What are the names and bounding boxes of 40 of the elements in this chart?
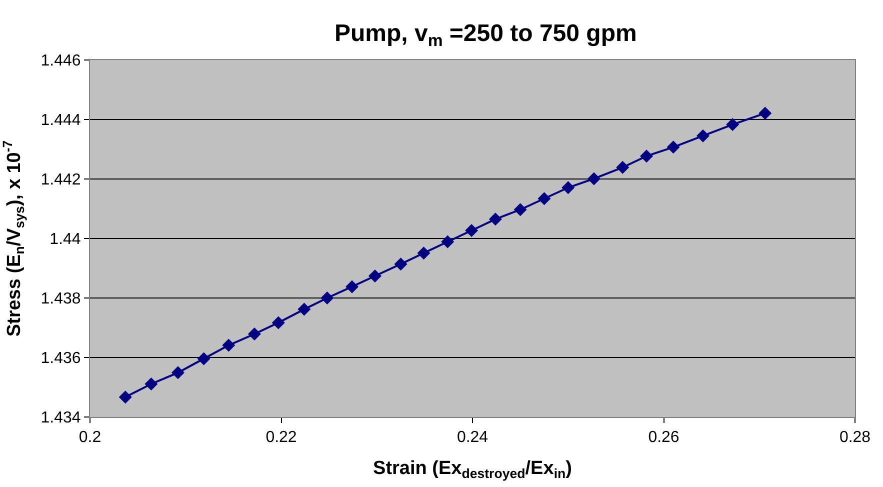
point bbox=[171, 366, 184, 380]
y-tick-label: 1.442 bbox=[40, 172, 81, 189]
point bbox=[197, 352, 210, 366]
point bbox=[726, 118, 740, 132]
point bbox=[758, 106, 772, 120]
point bbox=[514, 203, 527, 216]
point bbox=[538, 192, 551, 206]
point bbox=[298, 302, 311, 316]
x-tick-label: 0.24 bbox=[456, 429, 488, 446]
point bbox=[441, 235, 454, 248]
point bbox=[394, 258, 408, 271]
y-tick-label: 1.436 bbox=[40, 350, 81, 368]
point bbox=[562, 181, 575, 194]
point bbox=[640, 150, 654, 163]
point bbox=[696, 129, 710, 142]
point bbox=[248, 328, 261, 340]
x-axis-title: Strain (Ex$_{destroyed}$/Ex$_{in}$) bbox=[373, 458, 572, 481]
point bbox=[144, 377, 158, 390]
y-tick-label: 1.446 bbox=[40, 52, 81, 70]
point bbox=[616, 160, 630, 174]
x-tick-label: 0.22 bbox=[266, 429, 297, 446]
x-tick-label: 0.2 bbox=[78, 429, 102, 446]
point bbox=[222, 338, 236, 352]
point bbox=[465, 224, 478, 237]
y-tick-label: 1.438 bbox=[40, 290, 81, 308]
x-tick-label: 0.28 bbox=[839, 429, 871, 446]
chart-title: Pump, v$_{m}$ =250 to 750 gpm bbox=[334, 20, 637, 50]
point bbox=[118, 390, 132, 404]
point bbox=[587, 172, 600, 186]
point bbox=[272, 316, 285, 330]
point bbox=[320, 292, 334, 304]
point bbox=[368, 269, 382, 282]
point bbox=[346, 280, 359, 294]
y-tick-label: 1.444 bbox=[40, 112, 81, 130]
point bbox=[417, 246, 430, 260]
y-tick-label: 1.44 bbox=[50, 231, 81, 248]
y-tick-label: 1.434 bbox=[40, 410, 81, 427]
point bbox=[666, 140, 680, 154]
x-tick-label: 0.26 bbox=[648, 429, 680, 446]
point bbox=[488, 212, 502, 226]
